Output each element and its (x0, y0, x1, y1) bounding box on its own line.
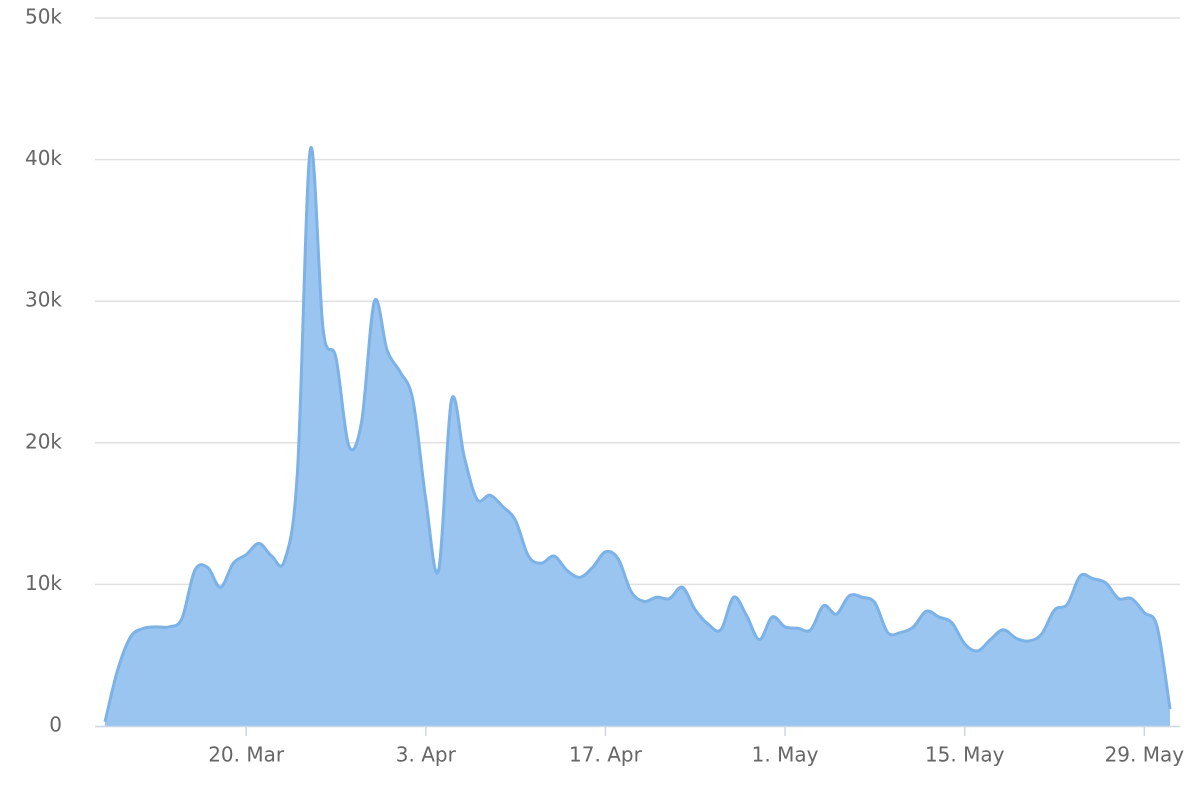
x-tick-label: 29. May (1105, 743, 1185, 767)
y-tick-label: 30k (25, 288, 62, 312)
area-fill (105, 147, 1170, 727)
y-tick-label: 40k (25, 146, 62, 170)
y-tick-label: 10k (25, 571, 62, 595)
x-tick-label: 20. Mar (208, 743, 285, 767)
y-tick-label: 20k (25, 429, 62, 453)
x-tick-label: 3. Apr (396, 743, 457, 767)
y-tick-label: 50k (25, 5, 62, 29)
area-line (103, 145, 1172, 723)
x-tick-label: 15. May (925, 743, 1005, 767)
y-tick-label: 0 (49, 713, 62, 737)
x-tick-label: 17. Apr (569, 743, 643, 767)
x-tick-label: 1. May (752, 743, 819, 767)
